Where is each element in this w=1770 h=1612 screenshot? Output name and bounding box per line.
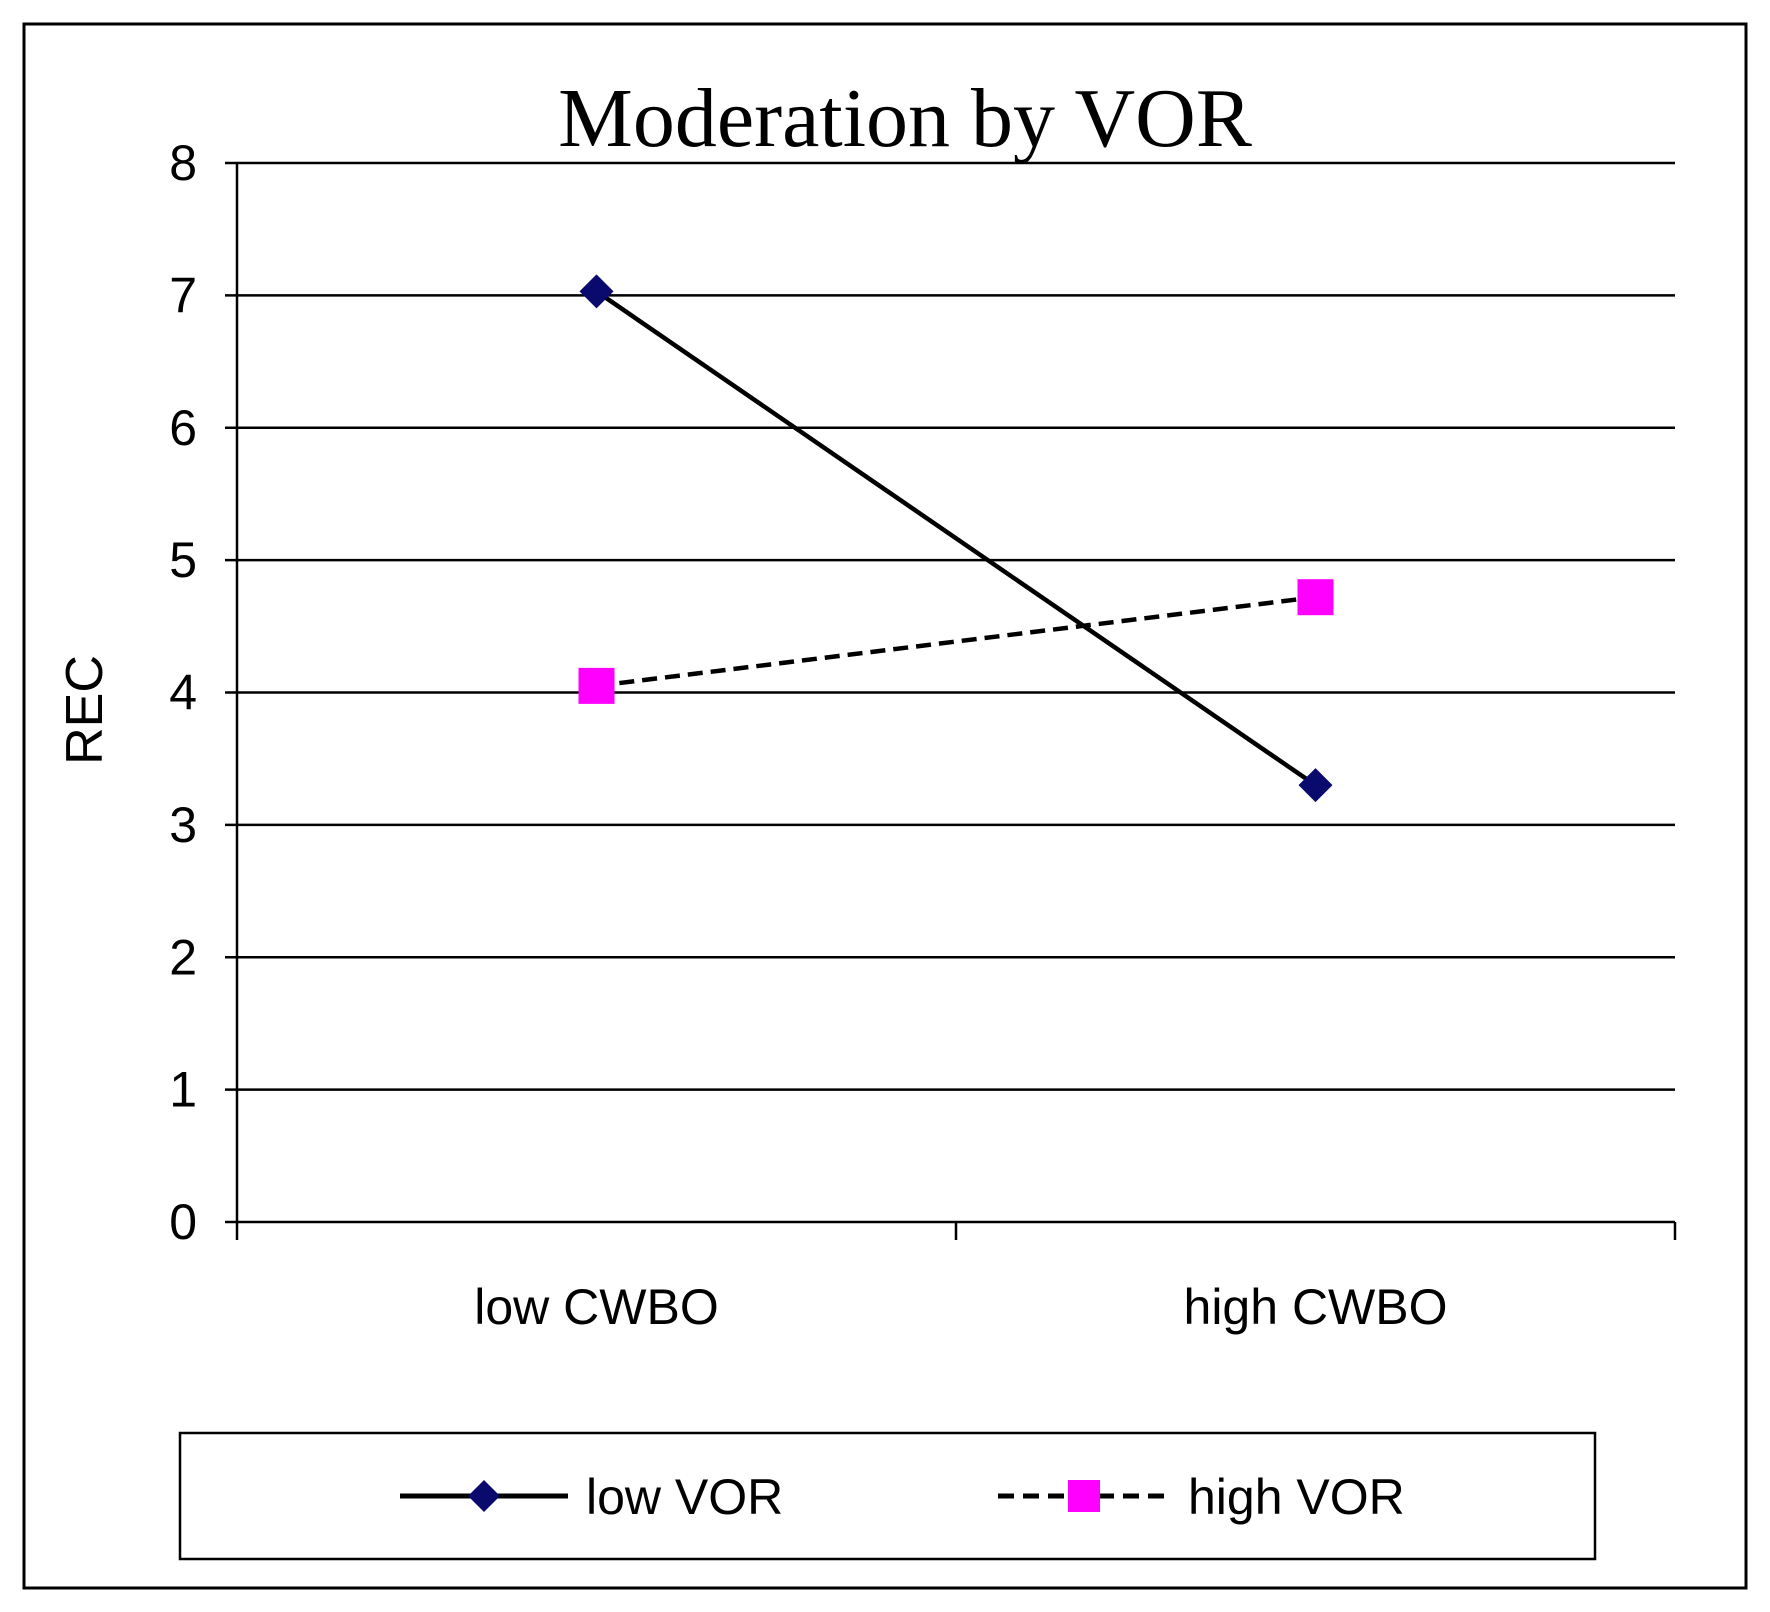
series-line-high-vor bbox=[596, 594, 1316, 689]
y-tick-label-5: 5 bbox=[169, 532, 197, 588]
y-axis-title: REC bbox=[56, 655, 114, 765]
series-line-low-vor bbox=[595, 289, 1317, 788]
y-tick-label-4: 4 bbox=[169, 665, 197, 721]
x-tick-label-low-cwbo: low CWBO bbox=[474, 1279, 718, 1335]
y-tick-labels: 0 1 2 3 4 5 6 7 8 bbox=[169, 135, 197, 1250]
y-tick-label-8: 8 bbox=[169, 135, 197, 191]
y-tick-label-6: 6 bbox=[169, 400, 197, 456]
data-point-high-vor-high-cwbo bbox=[1297, 579, 1334, 616]
x-tick-labels: low CWBO high CWBO bbox=[474, 1279, 1447, 1335]
y-tick-label-3: 3 bbox=[169, 797, 197, 853]
y-tick-label-7: 7 bbox=[169, 267, 197, 323]
data-point-high-vor-low-cwbo bbox=[578, 667, 615, 704]
y-tick-label-0: 0 bbox=[169, 1194, 197, 1250]
y-tick-label-2: 2 bbox=[169, 929, 197, 985]
series-markers bbox=[578, 274, 1334, 803]
legend: low VOR high VOR bbox=[178, 1431, 1597, 1561]
legend-label-low-vor: low VOR bbox=[586, 1469, 783, 1525]
legend-label-high-vor: high VOR bbox=[1188, 1469, 1405, 1525]
data-point-low-vor-low-cwbo bbox=[579, 274, 614, 309]
chart-title: Moderation by VOR bbox=[558, 72, 1252, 165]
series-lines bbox=[595, 289, 1317, 788]
legend-marker-low-vor bbox=[468, 1480, 500, 1512]
y-tick-label-1: 1 bbox=[169, 1062, 197, 1118]
chart-frame bbox=[22, 22, 1748, 1590]
data-point-low-vor-high-cwbo bbox=[1298, 768, 1333, 803]
grid-lines bbox=[237, 161, 1675, 1091]
y-axis bbox=[225, 161, 239, 1224]
legend-marker-high-vor bbox=[1068, 1480, 1100, 1512]
x-axis bbox=[235, 1220, 1677, 1240]
x-tick-label-high-cwbo: high CWBO bbox=[1184, 1279, 1448, 1335]
